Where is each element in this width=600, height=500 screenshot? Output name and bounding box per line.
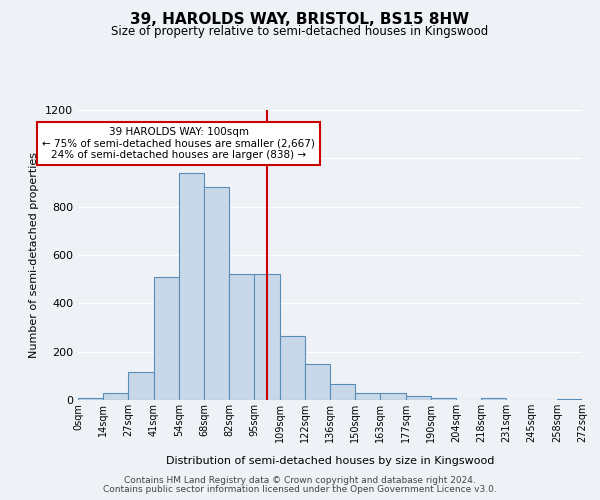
Text: 39 HAROLDS WAY: 100sqm
← 75% of semi-detached houses are smaller (2,667)
24% of : 39 HAROLDS WAY: 100sqm ← 75% of semi-det… <box>43 127 315 160</box>
Text: Contains HM Land Registry data © Crown copyright and database right 2024.: Contains HM Land Registry data © Crown c… <box>124 476 476 485</box>
Bar <box>431 398 456 400</box>
Bar <box>557 399 582 400</box>
Text: Contains public sector information licensed under the Open Government Licence v3: Contains public sector information licen… <box>103 485 497 494</box>
Bar <box>128 372 154 400</box>
Bar <box>204 188 229 400</box>
Bar <box>305 364 330 400</box>
Bar <box>229 274 254 400</box>
Bar <box>154 277 179 400</box>
Y-axis label: Number of semi-detached properties: Number of semi-detached properties <box>29 152 40 358</box>
Bar <box>280 336 305 400</box>
Bar <box>78 398 103 400</box>
Bar <box>481 398 506 400</box>
Bar <box>330 384 355 400</box>
Bar <box>380 394 406 400</box>
Text: Size of property relative to semi-detached houses in Kingswood: Size of property relative to semi-detach… <box>112 25 488 38</box>
Bar <box>254 274 280 400</box>
Bar <box>103 393 128 400</box>
X-axis label: Distribution of semi-detached houses by size in Kingswood: Distribution of semi-detached houses by … <box>166 456 494 466</box>
Bar <box>355 394 380 400</box>
Text: 39, HAROLDS WAY, BRISTOL, BS15 8HW: 39, HAROLDS WAY, BRISTOL, BS15 8HW <box>130 12 470 28</box>
Bar <box>179 173 204 400</box>
Bar <box>406 396 431 400</box>
